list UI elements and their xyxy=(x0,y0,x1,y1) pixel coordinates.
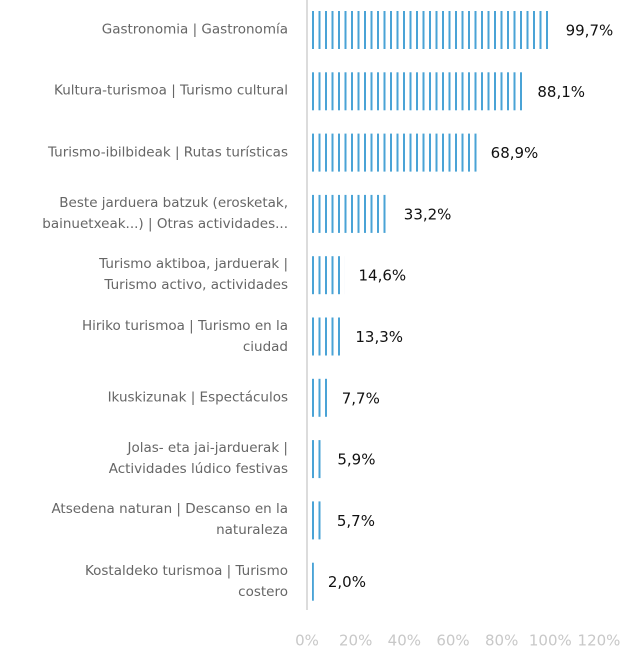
category-label: Beste jarduera batzuk (erosketak, bainue… xyxy=(42,194,288,232)
bar xyxy=(312,317,342,356)
bar xyxy=(312,501,323,540)
category-label: Ikuskizunak | Espectáculos xyxy=(107,389,288,406)
x-tick-label: 100% xyxy=(529,632,572,650)
value-label: 13,3% xyxy=(355,328,403,346)
value-label: 99,7% xyxy=(566,22,614,40)
bar xyxy=(312,378,328,417)
bar xyxy=(312,194,390,233)
category-label: Kultura-turismoa | Turismo cultural xyxy=(54,82,288,99)
value-label: 33,2% xyxy=(404,205,452,223)
x-tick-label: 120% xyxy=(578,632,621,650)
bar xyxy=(312,562,314,601)
x-tick-label: 80% xyxy=(485,632,518,650)
value-label: 2,0% xyxy=(328,573,366,591)
category-label: Hiriko turismoa | Turismo en la ciudad xyxy=(81,317,288,355)
value-label: 7,7% xyxy=(342,389,380,407)
bar xyxy=(312,256,345,295)
value-label: 5,9% xyxy=(337,451,375,469)
value-label: 14,6% xyxy=(359,267,407,285)
category-label: Gastronomia | Gastronomía xyxy=(101,21,288,38)
x-tick-label: 60% xyxy=(436,632,469,650)
bar xyxy=(312,133,477,172)
x-tick-label: 0% xyxy=(295,632,319,650)
bar xyxy=(312,72,524,111)
bar xyxy=(312,440,324,479)
category-label: Turismo aktiboa, jarduerak | Turismo act… xyxy=(99,256,288,294)
value-label: 68,9% xyxy=(491,144,539,162)
category-label: Atsedena naturan | Descanso en la natura… xyxy=(51,501,288,539)
bar xyxy=(312,11,552,49)
category-label: Kostaldeko turismoa | Turismo costero xyxy=(84,562,288,600)
value-label: 88,1% xyxy=(537,83,585,101)
value-label: 5,7% xyxy=(337,512,375,530)
category-label: Turismo-ibilbideak | Rutas turísticas xyxy=(47,144,288,161)
category-label: Jolas- eta jai-jarduerak | Actividades l… xyxy=(108,440,288,478)
x-tick-label: 40% xyxy=(388,632,421,650)
x-tick-label: 20% xyxy=(339,632,372,650)
